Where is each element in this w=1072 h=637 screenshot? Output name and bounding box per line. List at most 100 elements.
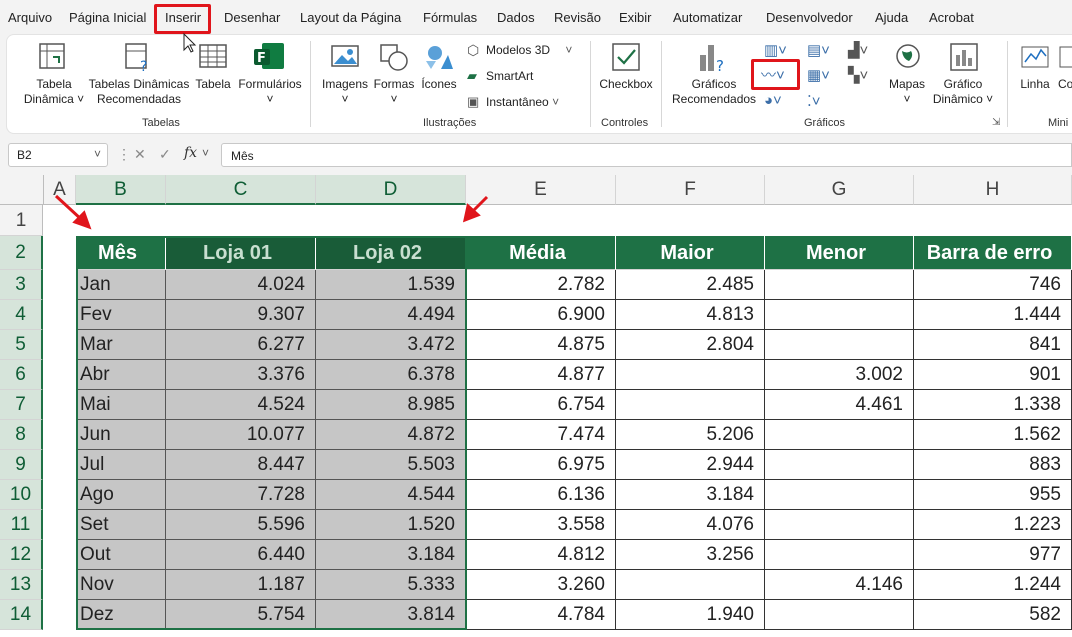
row-header-8[interactable]: 8 [0,420,43,450]
table-cell[interactable] [765,600,914,630]
column-header-G[interactable]: G [765,175,914,205]
images-button[interactable]: Imagens ˅ [321,77,369,106]
row-header-4[interactable]: 4 [0,300,43,330]
row-header-13[interactable]: 13 [0,570,43,600]
table-cell[interactable] [765,540,914,570]
table-cell[interactable] [616,390,765,420]
table-cell[interactable]: 1.539 [316,270,466,300]
table-cell[interactable]: 7.474 [466,420,616,450]
table-cell[interactable]: Jul [76,450,166,480]
table-cell[interactable] [765,420,914,450]
table-header-cell[interactable]: Loja 01 [166,236,316,270]
table-cell[interactable]: 5.206 [616,420,765,450]
snapshot-button[interactable]: Instantâneo ˅ [486,95,560,109]
menu-tab-8[interactable]: Exibir [619,10,652,25]
table-cell[interactable]: 4.872 [316,420,466,450]
table-cell[interactable]: 6.277 [166,330,316,360]
menu-tab-4[interactable]: Layout da Página [300,10,402,25]
table-cell[interactable]: Dez [76,600,166,630]
row-header-12[interactable]: 12 [0,540,43,570]
table-cell[interactable]: 2.782 [466,270,616,300]
row-header-7[interactable]: 7 [0,390,43,420]
menu-tab-11[interactable]: Ajuda [875,10,909,25]
table-cell[interactable]: 6.378 [316,360,466,390]
recommended-charts-button[interactable]: Gráficos Recomendados [672,77,757,106]
table-cell[interactable]: 3.558 [466,510,616,540]
table-cell[interactable] [765,330,914,360]
row-header-9[interactable]: 9 [0,450,43,480]
table-cell[interactable]: 6.754 [466,390,616,420]
insert-function-icon[interactable]: fx [184,145,198,161]
table-cell[interactable] [765,300,914,330]
table-cell[interactable] [616,570,765,600]
sparkline-column-button[interactable]: Co [1058,77,1072,91]
pie-chart-icon[interactable]: ◕˅ [764,92,782,109]
table-cell[interactable]: 3.184 [616,480,765,510]
table-cell[interactable]: 4.784 [466,600,616,630]
shapes-button[interactable]: Formas ˅ [373,77,415,106]
sparkline-line-button[interactable]: Linha [1020,77,1050,91]
menu-tab-12[interactable]: Acrobat [929,10,974,25]
column-header-D[interactable]: D [316,175,466,205]
table-cell[interactable]: Mai [76,390,166,420]
table-cell[interactable]: 1.187 [166,570,316,600]
table-cell[interactable]: 4.024 [166,270,316,300]
table-button[interactable]: Tabela [195,77,231,91]
column-header-E[interactable]: E [466,175,616,205]
table-header-cell[interactable]: Barra de erro [914,236,1072,270]
table-cell[interactable]: 4.461 [765,390,914,420]
table-cell[interactable]: 4.877 [466,360,616,390]
table-cell[interactable]: 3.260 [466,570,616,600]
table-cell[interactable]: Jan [76,270,166,300]
table-header-cell[interactable]: Mês [76,236,166,270]
pivot-table-button[interactable]: Tabela Dinâmica ˅ [23,77,85,106]
table-cell[interactable]: Out [76,540,166,570]
table-cell[interactable]: 8.447 [166,450,316,480]
table-cell[interactable]: Abr [76,360,166,390]
hierarchy-chart-icon[interactable]: ▤˅ [807,42,830,59]
menu-tab-1[interactable]: Página Inicial [69,10,147,25]
waterfall-chart-icon[interactable]: ▟˅ [848,42,869,59]
table-cell[interactable]: 4.494 [316,300,466,330]
row-header-11[interactable]: 11 [0,510,43,540]
table-cell[interactable]: Nov [76,570,166,600]
smartart-button[interactable]: SmartArt [486,69,534,83]
row-header-1[interactable]: 1 [0,205,43,236]
table-cell[interactable]: 9.307 [166,300,316,330]
recommended-pivot-button[interactable]: Tabelas Dinâmicas Recomendadas [88,77,190,106]
checkbox-button[interactable]: Checkbox [599,77,653,91]
row-header-3[interactable]: 3 [0,270,43,300]
table-cell[interactable]: 4.146 [765,570,914,600]
table-cell[interactable]: 4.813 [616,300,765,330]
formula-input[interactable]: Mês [221,143,1072,167]
pivot-chart-button[interactable]: Gráfico Dinâmico ˅ [932,77,994,106]
table-cell[interactable] [765,450,914,480]
table-cell[interactable]: Fev [76,300,166,330]
table-header-cell[interactable]: Loja 02 [316,236,466,270]
3d-models-button[interactable]: Modelos 3D ˅ [486,43,573,57]
table-cell[interactable]: 7.728 [166,480,316,510]
table-cell[interactable]: 5.503 [316,450,466,480]
table-cell[interactable]: Set [76,510,166,540]
table-cell[interactable] [616,360,765,390]
row-header-14[interactable]: 14 [0,600,43,630]
column-chart-icon[interactable]: ▥˅ [764,42,787,59]
table-cell[interactable]: 4.524 [166,390,316,420]
maps-button[interactable]: Mapas ˅ [888,77,926,106]
menu-tab-10[interactable]: Desenvolvedor [766,10,853,25]
name-box[interactable]: B2 ˅ [8,143,108,167]
forms-button[interactable]: Formulários ˅ [238,77,302,106]
table-cell[interactable]: 2.485 [616,270,765,300]
menu-tab-6[interactable]: Dados [497,10,535,25]
table-cell[interactable]: 6.136 [466,480,616,510]
confirm-icon[interactable]: ✓ [159,146,171,162]
table-cell[interactable]: 3.256 [616,540,765,570]
table-header-cell[interactable]: Média [466,236,616,270]
table-cell[interactable] [765,270,914,300]
cancel-icon[interactable]: ✕ [134,146,146,162]
menu-tab-5[interactable]: Fórmulas [423,10,478,25]
row-header-10[interactable]: 10 [0,480,43,510]
table-cell[interactable]: 8.985 [316,390,466,420]
table-cell[interactable]: 4.076 [616,510,765,540]
table-header-cell[interactable]: Menor [765,236,914,270]
